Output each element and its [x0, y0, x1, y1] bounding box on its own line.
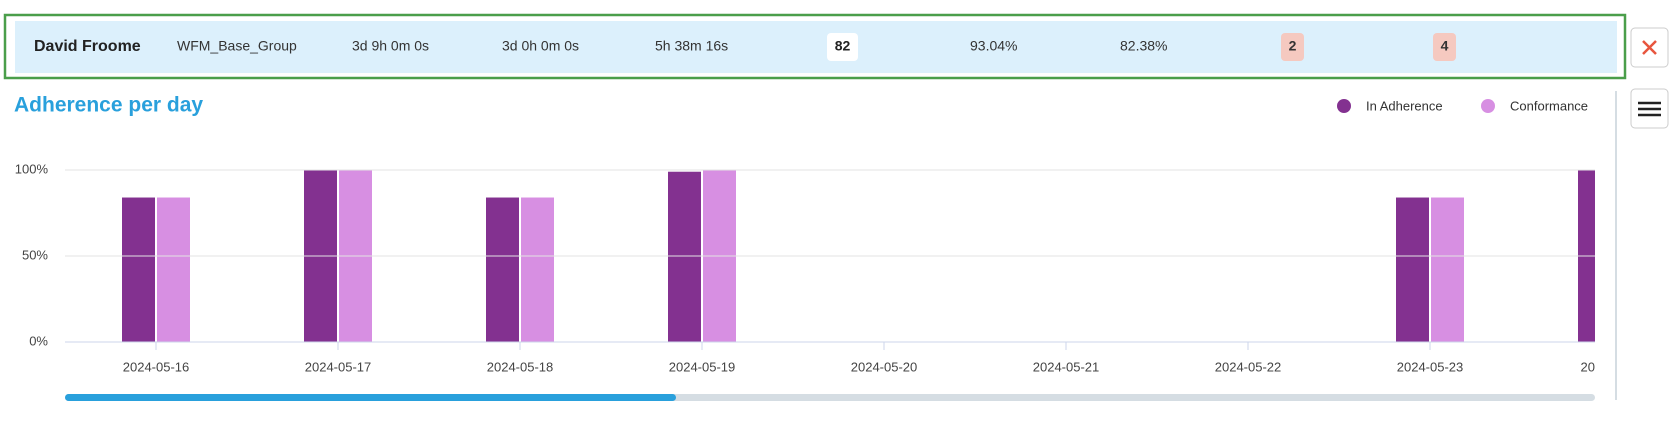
bar [122, 197, 155, 342]
x-tick-label: 2024-05-19 [669, 359, 736, 374]
bar [157, 197, 190, 342]
worked: 3d 0h 0m 0s [502, 38, 579, 54]
y-tick-label: 0% [29, 333, 48, 348]
x-tick-label: 2024-05-17 [305, 359, 372, 374]
badge [1281, 33, 1304, 61]
badge-count: 2 [1289, 38, 1297, 54]
group: WFM_Base_Group [177, 38, 297, 54]
row-outline [3, 13, 1627, 80]
bar [521, 197, 554, 342]
legend-label: Conformance [1510, 98, 1588, 113]
bar [486, 197, 519, 342]
bar [1431, 197, 1464, 342]
legend-label: In Adherence [1366, 98, 1443, 113]
badge [1433, 33, 1456, 61]
x-tick-label: 2024-05-18 [487, 359, 554, 374]
conformance: 82.38% [1120, 38, 1167, 54]
score: 82 [835, 38, 851, 54]
x-tick-label: 2024-05-16 [123, 359, 190, 374]
legend-swatch [1481, 99, 1495, 113]
x-tick-label: 2024-05-22 [1215, 359, 1282, 374]
legend-icon [1638, 101, 1661, 117]
badge-count: 4 [1441, 38, 1449, 54]
scroll-thumb[interactable] [65, 394, 676, 401]
x-tick-label: 2024-05-23 [1397, 359, 1464, 374]
row-background[interactable] [15, 21, 1617, 73]
close-icon [1642, 40, 1657, 55]
exceptions: 5h 38m 16s [655, 38, 728, 54]
chart-title: Adherence per day [14, 94, 203, 117]
x-tick-label: 2024-05-20 [851, 359, 918, 374]
y-tick-label: 50% [22, 247, 48, 262]
y-tick-label: 100% [15, 161, 49, 176]
legend-swatch [1337, 99, 1351, 113]
score-badge [827, 33, 858, 61]
bar [1396, 197, 1429, 342]
adherence: 93.04% [970, 38, 1017, 54]
scheduled: 3d 9h 0m 0s [352, 38, 429, 54]
x-tick-label: 20 [1581, 359, 1595, 374]
x-tick-label: 2024-05-21 [1033, 359, 1100, 374]
bar [668, 171, 701, 342]
agent-name: David Froome [34, 38, 141, 55]
